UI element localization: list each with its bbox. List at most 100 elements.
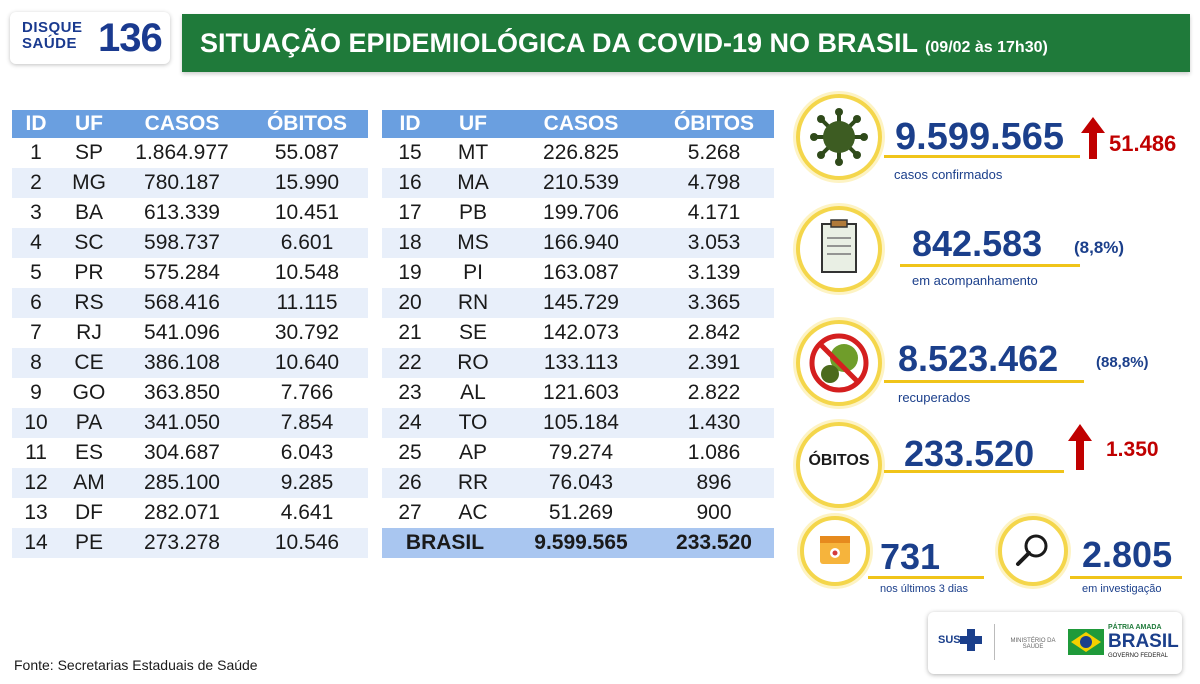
cell-cases: 363.850 <box>118 378 246 408</box>
table-row: 7 RJ 541.096 30.792 <box>12 318 368 348</box>
up-arrow-icon <box>1081 117 1105 159</box>
cell-deaths: 5.268 <box>654 138 774 168</box>
patria-text: PÁTRIA AMADA <box>1108 624 1162 631</box>
deaths-badge: ÓBITOS <box>808 452 870 469</box>
brazil-flag-icon <box>1068 629 1104 655</box>
cell-cases: 210.539 <box>508 168 654 198</box>
title-bar: SITUAÇÃO EPIDEMIOLÓGICA DA COVID-19 NO B… <box>182 14 1190 72</box>
recovered-circle <box>796 320 882 406</box>
cell-deaths: 4.798 <box>654 168 774 198</box>
cell-cases: 166.940 <box>508 228 654 258</box>
cell-cases: 273.278 <box>118 528 246 558</box>
cell-id: 4 <box>12 228 60 258</box>
cell-cases: 1.864.977 <box>118 138 246 168</box>
recovered-value: 8.523.462 <box>898 338 1059 379</box>
table-row: 22 RO 133.113 2.391 <box>382 348 774 378</box>
cell-uf: DF <box>60 498 118 528</box>
col-deaths-header: ÓBITOS <box>654 110 774 138</box>
cell-cases: 780.187 <box>118 168 246 198</box>
cell-deaths: 10.546 <box>246 528 368 558</box>
col-uf-header: UF <box>60 110 118 138</box>
cell-deaths: 6.043 <box>246 438 368 468</box>
cell-uf: AP <box>438 438 508 468</box>
title-date: (09/02 às 17h30) <box>925 39 1048 56</box>
total-label: BRASIL <box>382 528 508 558</box>
table-row: 19 PI 163.087 3.139 <box>382 258 774 288</box>
table-row: 10 PA 341.050 7.854 <box>12 408 368 438</box>
cell-deaths: 10.451 <box>246 198 368 228</box>
page-title: SITUAÇÃO EPIDEMIOLÓGICA DA COVID-19 NO B… <box>200 28 1048 59</box>
col-uf-header: UF <box>438 110 508 138</box>
cell-cases: 79.274 <box>508 438 654 468</box>
cell-id: 27 <box>382 498 438 528</box>
cell-cases: 613.339 <box>118 198 246 228</box>
cell-id: 26 <box>382 468 438 498</box>
cell-uf: SP <box>60 138 118 168</box>
cell-cases: 304.687 <box>118 438 246 468</box>
confirmed-underline <box>884 155 1080 158</box>
cell-deaths: 7.854 <box>246 408 368 438</box>
states-table-left: ID UF CASOS ÓBITOS 1 SP 1.864.977 55.087 2 MG… <box>12 110 368 558</box>
cell-id: 13 <box>12 498 60 528</box>
table-row: 21 SE 142.073 2.842 <box>382 318 774 348</box>
table-row: 9 GO 363.850 7.766 <box>12 378 368 408</box>
monitoring-label: em acompanhamento <box>912 273 1038 288</box>
cell-deaths: 4.171 <box>654 198 774 228</box>
cell-uf: RR <box>438 468 508 498</box>
cell-id: 20 <box>382 288 438 318</box>
cell-uf: BA <box>60 198 118 228</box>
no-virus-icon <box>809 333 869 393</box>
cell-uf: MT <box>438 138 508 168</box>
confirmed-label: casos confirmados <box>894 167 1003 182</box>
table-row: 13 DF 282.071 4.641 <box>12 498 368 528</box>
cell-id: 8 <box>12 348 60 378</box>
cell-id: 21 <box>382 318 438 348</box>
cell-cases: 51.269 <box>508 498 654 528</box>
cell-id: 3 <box>12 198 60 228</box>
gov-federal-text: GOVERNO FEDERAL <box>1108 653 1169 659</box>
cell-uf: AM <box>60 468 118 498</box>
magnifier-icon <box>1016 534 1048 566</box>
investigation-underline <box>1070 576 1182 579</box>
cell-uf: PB <box>438 198 508 228</box>
cell-uf: PA <box>60 408 118 438</box>
clipboard-icon <box>821 219 857 273</box>
cell-cases: 199.706 <box>508 198 654 228</box>
cell-deaths: 896 <box>654 468 774 498</box>
total-cases: 9.599.565 <box>508 528 654 558</box>
cell-deaths: 55.087 <box>246 138 368 168</box>
table-row: 14 PE 273.278 10.546 <box>12 528 368 558</box>
recent-underline <box>868 576 984 579</box>
source-note: Fonte: Secretarias Estaduais de Saúde <box>14 657 258 673</box>
cell-uf: RN <box>438 288 508 318</box>
table-row: 16 MA 210.539 4.798 <box>382 168 774 198</box>
cell-uf: PR <box>60 258 118 288</box>
cell-id: 24 <box>382 408 438 438</box>
cell-uf: MG <box>60 168 118 198</box>
logo-disque-text: DISQUE <box>22 19 83 36</box>
calendar-icon <box>820 536 850 564</box>
table-row: 15 MT 226.825 5.268 <box>382 138 774 168</box>
cell-uf: RO <box>438 348 508 378</box>
table-row: 3 BA 613.339 10.451 <box>12 198 368 228</box>
cell-id: 11 <box>12 438 60 468</box>
cell-uf: PE <box>60 528 118 558</box>
cell-deaths: 10.640 <box>246 348 368 378</box>
table-row: 24 TO 105.184 1.430 <box>382 408 774 438</box>
cell-id: 19 <box>382 258 438 288</box>
cell-id: 22 <box>382 348 438 378</box>
ministerio-text: MINISTÉRIO DA SAÚDE <box>1010 638 1056 650</box>
cell-id: 25 <box>382 438 438 468</box>
states-table-right: ID UF CASOS ÓBITOS 15 MT 226.825 5.268 16 MA 2… <box>382 110 774 558</box>
cell-uf: PI <box>438 258 508 288</box>
table-row: 18 MS 166.940 3.053 <box>382 228 774 258</box>
logo-saude-text: SAÚDE <box>22 35 78 52</box>
table-row: 20 RN 145.729 3.365 <box>382 288 774 318</box>
cell-uf: MS <box>438 228 508 258</box>
monitoring-pct: (8,8%) <box>1074 238 1125 257</box>
cell-cases: 285.100 <box>118 468 246 498</box>
confirmed-circle <box>796 94 882 180</box>
cell-cases: 386.108 <box>118 348 246 378</box>
cell-uf: AL <box>438 378 508 408</box>
deaths-circle <box>796 422 882 508</box>
